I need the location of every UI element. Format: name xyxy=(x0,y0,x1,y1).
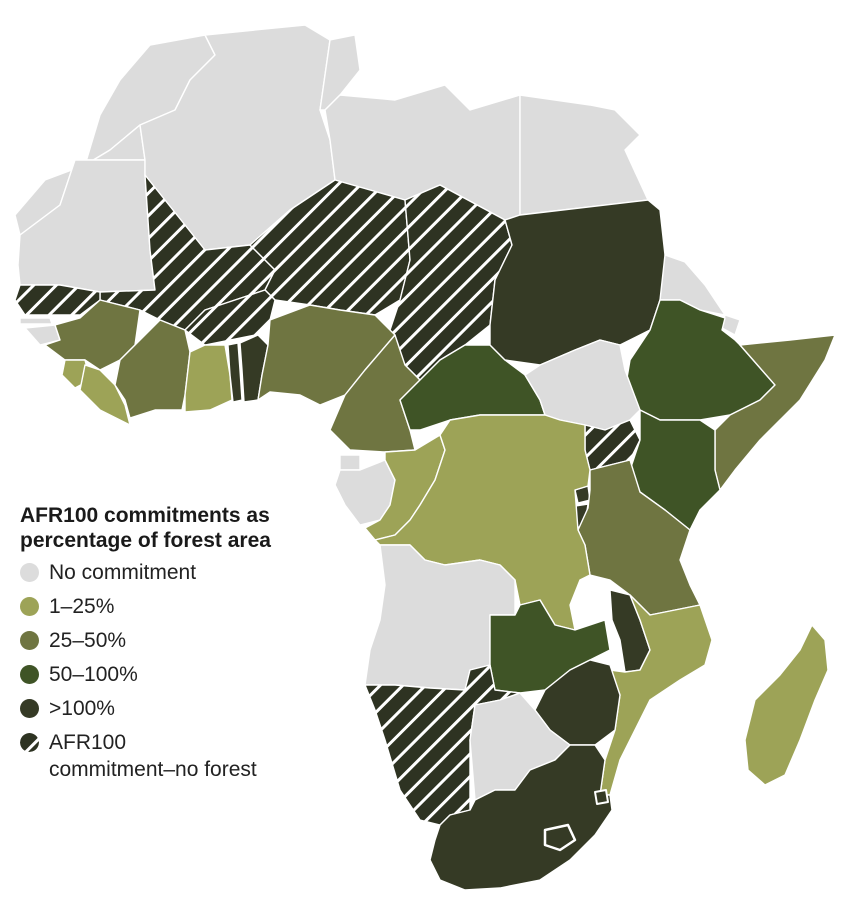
legend-item-no-forest: AFR100 commitment–no forest xyxy=(20,729,350,783)
legend-item-1-25: 1–25% xyxy=(20,593,350,627)
country-uganda xyxy=(584,419,641,471)
legend-label-50-100: 50–100% xyxy=(49,663,138,686)
country-burkina-faso xyxy=(184,289,276,346)
legend-label-no-commitment: No commitment xyxy=(49,561,197,584)
country-equatorial-guinea xyxy=(339,454,361,471)
country-guinea xyxy=(44,299,141,371)
legend-label-1-25: 1–25% xyxy=(49,595,115,618)
legend-swatch-over-100 xyxy=(20,699,39,718)
legend-swatch-50-100 xyxy=(20,665,39,684)
legend-title-line2: percentage of forest area xyxy=(20,529,271,552)
country-eswatini xyxy=(594,789,609,805)
country-somalia xyxy=(714,334,836,491)
legend-swatch-no-forest xyxy=(20,733,39,752)
legend-item-50-100: 50–100% xyxy=(20,661,350,695)
legend-label-no-forest-line1: AFR100 xyxy=(49,731,127,754)
country-togo xyxy=(227,342,243,403)
country-madagascar xyxy=(744,624,829,786)
country-cote-divoire xyxy=(114,319,191,419)
country-mauritania xyxy=(17,159,156,293)
legend-label-over-100: >100% xyxy=(49,697,115,720)
country-liberia xyxy=(79,364,131,426)
country-gambia xyxy=(19,317,53,325)
country-ghana xyxy=(184,344,233,413)
legend-swatch-1-25 xyxy=(20,597,39,616)
legend-item-no-commitment: No commitment xyxy=(20,559,350,593)
country-egypt xyxy=(519,94,649,216)
legend-title-line1: AFR100 commitments as xyxy=(20,504,270,527)
country-senegal xyxy=(14,284,101,316)
country-lesotho xyxy=(543,823,577,852)
legend-swatch-25-50 xyxy=(20,631,39,650)
legend-item-25-50: 25–50% xyxy=(20,627,350,661)
legend-label-no-forest-line2: commitment–no forest xyxy=(49,758,257,781)
legend-title: AFR100 commitments as percentage of fore… xyxy=(20,503,350,553)
legend-label-25-50: 25–50% xyxy=(49,629,127,652)
legend-label-no-forest: AFR100 commitment–no forest xyxy=(49,729,257,783)
legend-item-over-100: >100% xyxy=(20,695,350,729)
legend: AFR100 commitments as percentage of fore… xyxy=(20,503,350,783)
legend-swatch-no-commitment xyxy=(20,563,39,582)
